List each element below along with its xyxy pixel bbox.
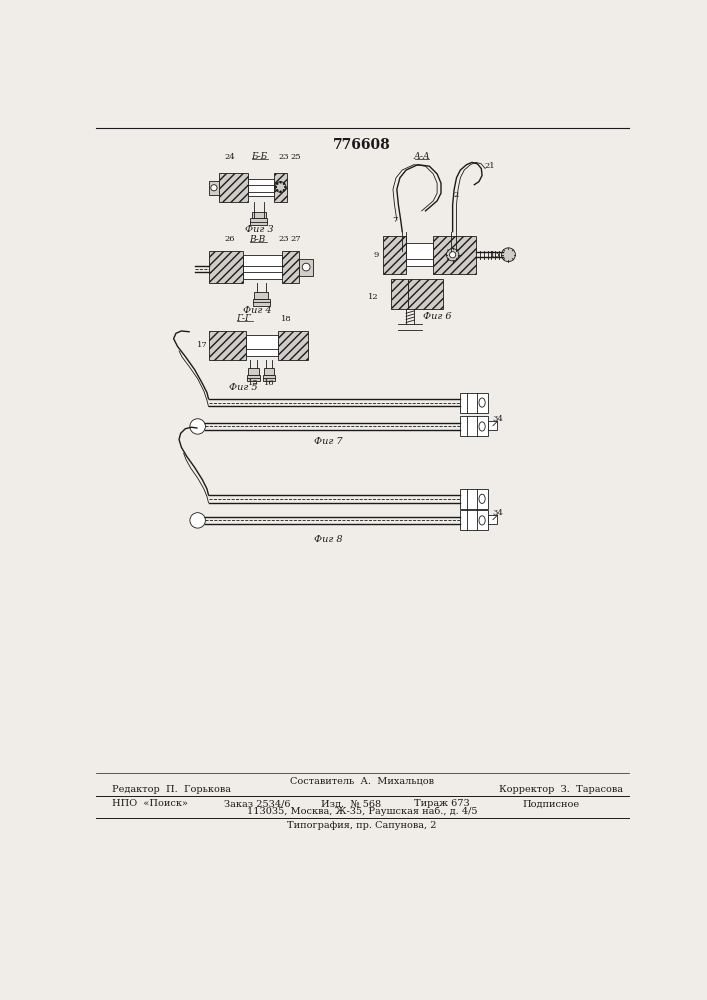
- Bar: [246, 335, 279, 356]
- Circle shape: [450, 252, 456, 258]
- Bar: [433, 235, 476, 274]
- Text: 17: 17: [197, 341, 208, 349]
- Circle shape: [276, 189, 278, 191]
- Bar: [248, 368, 259, 375]
- Circle shape: [303, 263, 310, 271]
- Text: 23: 23: [279, 153, 289, 161]
- Circle shape: [190, 419, 206, 434]
- Bar: [460, 510, 488, 530]
- Circle shape: [280, 182, 281, 183]
- Ellipse shape: [479, 494, 485, 503]
- Bar: [252, 212, 266, 218]
- Text: 34: 34: [492, 415, 503, 423]
- Text: В-В: В-В: [249, 235, 265, 244]
- Text: 776608: 776608: [333, 138, 391, 152]
- Bar: [209, 181, 218, 195]
- Text: 13: 13: [490, 251, 501, 259]
- Circle shape: [276, 183, 278, 184]
- Circle shape: [211, 185, 217, 191]
- Ellipse shape: [479, 516, 485, 525]
- Ellipse shape: [479, 398, 485, 407]
- Bar: [408, 279, 443, 309]
- Text: А-А: А-А: [414, 152, 430, 161]
- Text: 24: 24: [225, 153, 235, 161]
- Text: Фиг 4: Фиг 4: [243, 306, 271, 315]
- Bar: [209, 331, 246, 360]
- Bar: [255, 292, 268, 299]
- Bar: [218, 173, 248, 202]
- Text: 18: 18: [281, 315, 291, 323]
- Text: 12: 12: [368, 293, 379, 301]
- Text: Фиг 6: Фиг 6: [423, 312, 452, 321]
- Circle shape: [275, 186, 276, 188]
- Text: 25: 25: [291, 153, 301, 161]
- Bar: [299, 259, 313, 276]
- Bar: [406, 243, 433, 266]
- Bar: [243, 255, 282, 279]
- Text: 7: 7: [392, 216, 397, 224]
- Text: Фиг 3: Фиг 3: [245, 225, 273, 234]
- Bar: [252, 299, 270, 306]
- Bar: [391, 279, 408, 309]
- Bar: [264, 368, 274, 375]
- Circle shape: [280, 191, 281, 192]
- Text: НПО  «Поиск»: НПО «Поиск»: [112, 799, 187, 808]
- Bar: [460, 489, 488, 509]
- Text: 27: 27: [290, 235, 300, 243]
- Text: Редактор  П.  Горькова: Редактор П. Горькова: [112, 785, 230, 794]
- Text: Корректор  З.  Тарасова: Корректор З. Тарасова: [499, 785, 623, 794]
- Bar: [250, 218, 267, 225]
- Text: Б-Б: Б-Б: [251, 152, 267, 161]
- Text: Заказ 2534/6: Заказ 2534/6: [224, 799, 291, 808]
- Text: Фиг 7: Фиг 7: [315, 437, 343, 446]
- Bar: [248, 179, 274, 196]
- Text: 16: 16: [264, 379, 274, 387]
- Bar: [247, 375, 259, 381]
- Text: 9: 9: [374, 251, 380, 259]
- Bar: [282, 251, 299, 283]
- Text: Фиг 5: Фиг 5: [229, 383, 257, 392]
- Bar: [460, 393, 488, 413]
- Text: 34: 34: [492, 509, 503, 517]
- Text: Тираж 673: Тираж 673: [414, 799, 469, 808]
- Circle shape: [501, 248, 515, 262]
- Bar: [383, 235, 406, 274]
- Circle shape: [284, 186, 286, 188]
- Text: 21: 21: [484, 162, 495, 170]
- Bar: [488, 421, 497, 430]
- Text: Фиг 8: Фиг 8: [315, 535, 343, 544]
- Text: 23: 23: [279, 235, 289, 243]
- Text: Составитель  А.  Михальцов: Составитель А. Михальцов: [290, 776, 434, 785]
- Circle shape: [275, 182, 286, 192]
- Bar: [279, 331, 308, 360]
- Circle shape: [446, 249, 459, 261]
- Circle shape: [283, 183, 285, 184]
- Bar: [274, 173, 287, 202]
- Text: Изд.  № 568: Изд. № 568: [321, 799, 381, 808]
- Circle shape: [190, 513, 206, 528]
- Bar: [488, 515, 497, 524]
- Text: Подписное: Подписное: [522, 799, 580, 808]
- Text: 2: 2: [454, 191, 459, 199]
- Text: 113035, Москва, Ж-35, Раушская наб., д. 4/5: 113035, Москва, Ж-35, Раушская наб., д. …: [247, 807, 477, 816]
- Ellipse shape: [479, 422, 485, 431]
- Bar: [460, 416, 488, 436]
- Bar: [263, 375, 275, 381]
- Text: Типография, пр. Сапунова, 2: Типография, пр. Сапунова, 2: [287, 821, 437, 830]
- Text: Г-Г: Г-Г: [236, 314, 251, 323]
- Text: 15: 15: [248, 379, 259, 387]
- Bar: [209, 251, 243, 283]
- Text: 26: 26: [225, 235, 235, 243]
- Circle shape: [283, 189, 285, 191]
